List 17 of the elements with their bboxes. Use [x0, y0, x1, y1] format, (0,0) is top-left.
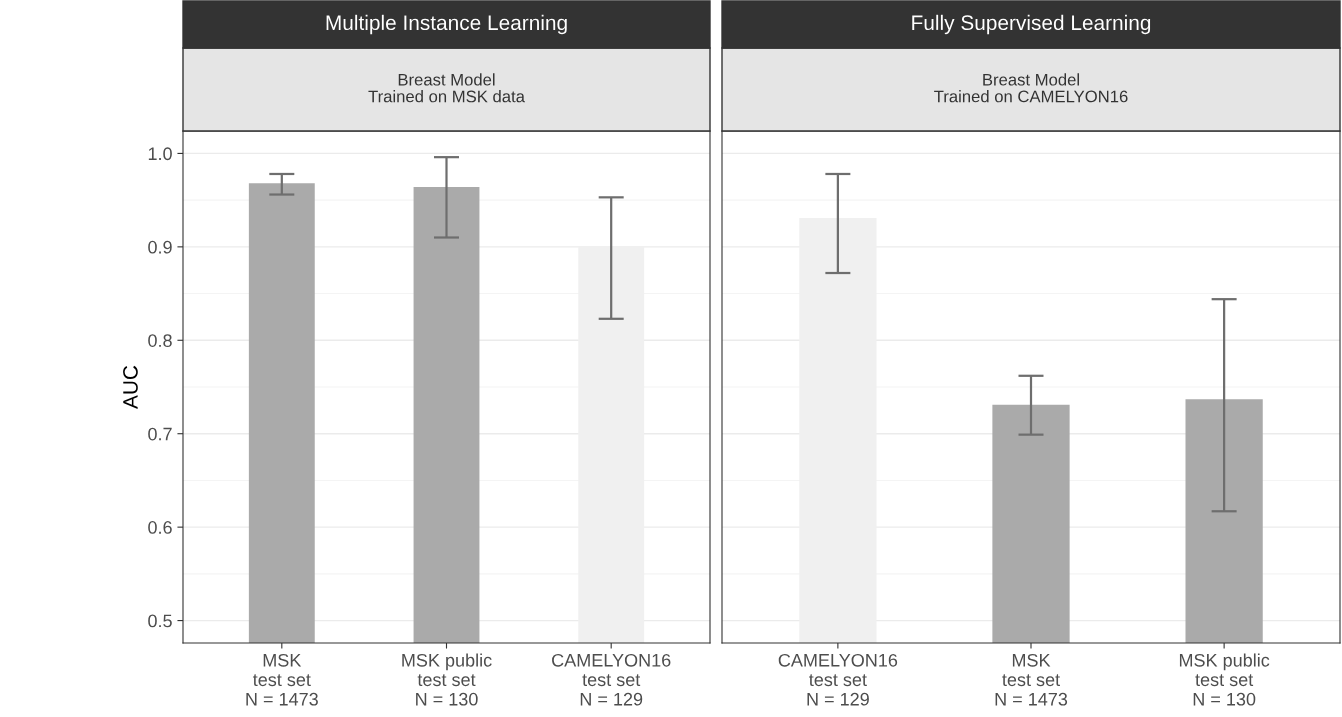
y-tick-label: 0.8 [148, 334, 172, 347]
y-tick-label: 1.0 [148, 147, 172, 161]
y-tick-label: 0.6 [148, 521, 172, 534]
chart-subtitle: Breast Model Trained on CAMELYON16 [934, 73, 1128, 103]
y-tick-label: 0.7 [148, 427, 172, 441]
x-tick-label: MSK test set N = 1473 [995, 653, 1068, 706]
x-tick-label: MSK test set N = 1473 [246, 653, 318, 706]
x-tick-label: MSK public test set N = 130 [402, 653, 492, 706]
y-axis-title: AUC [123, 365, 138, 409]
chart-title: Fully Supervised Learning [912, 14, 1151, 35]
y-tick-label: 0.9 [148, 240, 172, 254]
chart-subtitle: Breast Model Trained on MSK data [368, 73, 525, 103]
x-tick-label: CAMELYON16 test set N = 129 [778, 653, 898, 706]
x-tick-label: MSK public test set N = 130 [1179, 653, 1270, 706]
y-tick-label: 0.5 [148, 614, 172, 628]
x-tick-label: CAMELYON16 test set N = 129 [552, 653, 671, 706]
chart-title: Multiple Instance Learning [326, 14, 567, 35]
